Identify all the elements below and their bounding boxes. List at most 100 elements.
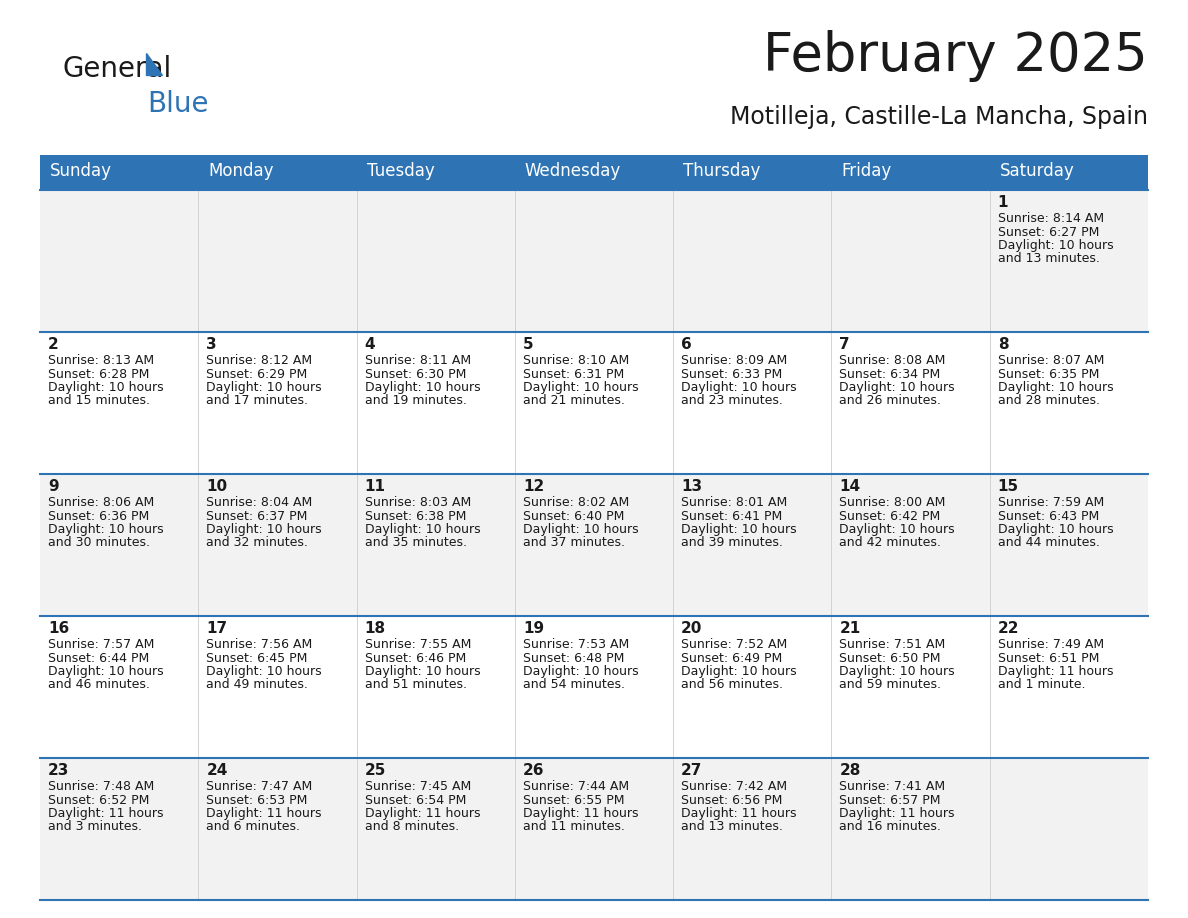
Text: and 49 minutes.: and 49 minutes. <box>207 678 308 691</box>
Text: 15: 15 <box>998 479 1019 494</box>
Text: Sunrise: 8:03 AM: Sunrise: 8:03 AM <box>365 496 470 509</box>
Text: and 42 minutes.: and 42 minutes. <box>840 536 941 550</box>
Text: Sunset: 6:36 PM: Sunset: 6:36 PM <box>48 509 150 522</box>
Text: 21: 21 <box>840 621 860 636</box>
Text: Daylight: 10 hours: Daylight: 10 hours <box>207 381 322 394</box>
Text: 17: 17 <box>207 621 227 636</box>
Text: Sunrise: 7:47 AM: Sunrise: 7:47 AM <box>207 780 312 793</box>
Text: Sunrise: 8:04 AM: Sunrise: 8:04 AM <box>207 496 312 509</box>
Bar <box>40 616 1148 758</box>
Text: and 44 minutes.: and 44 minutes. <box>998 536 1100 550</box>
Text: Sunset: 6:27 PM: Sunset: 6:27 PM <box>998 226 1099 239</box>
Bar <box>356 155 514 190</box>
Text: Sunrise: 7:52 AM: Sunrise: 7:52 AM <box>681 638 788 651</box>
Text: Daylight: 11 hours: Daylight: 11 hours <box>365 807 480 820</box>
Text: Daylight: 10 hours: Daylight: 10 hours <box>681 381 797 394</box>
Text: Thursday: Thursday <box>683 162 760 180</box>
Text: Sunset: 6:45 PM: Sunset: 6:45 PM <box>207 652 308 665</box>
Text: 13: 13 <box>681 479 702 494</box>
Text: February 2025: February 2025 <box>763 30 1148 82</box>
Text: 5: 5 <box>523 337 533 352</box>
Text: 23: 23 <box>48 763 69 778</box>
Text: and 13 minutes.: and 13 minutes. <box>681 821 783 834</box>
Text: Sunday: Sunday <box>50 162 112 180</box>
Text: 3: 3 <box>207 337 217 352</box>
Text: 25: 25 <box>365 763 386 778</box>
Text: 2: 2 <box>48 337 58 352</box>
Text: Sunrise: 8:10 AM: Sunrise: 8:10 AM <box>523 354 630 367</box>
Text: Sunset: 6:44 PM: Sunset: 6:44 PM <box>48 652 150 665</box>
Text: and 6 minutes.: and 6 minutes. <box>207 821 301 834</box>
Text: Sunrise: 7:41 AM: Sunrise: 7:41 AM <box>840 780 946 793</box>
Text: and 17 minutes.: and 17 minutes. <box>207 395 308 408</box>
Text: and 13 minutes.: and 13 minutes. <box>998 252 1100 265</box>
Text: and 28 minutes.: and 28 minutes. <box>998 395 1100 408</box>
Text: Friday: Friday <box>841 162 892 180</box>
Text: Sunrise: 7:45 AM: Sunrise: 7:45 AM <box>365 780 470 793</box>
Text: 8: 8 <box>998 337 1009 352</box>
Text: and 39 minutes.: and 39 minutes. <box>681 536 783 550</box>
Text: Daylight: 11 hours: Daylight: 11 hours <box>523 807 638 820</box>
Text: Daylight: 11 hours: Daylight: 11 hours <box>998 665 1113 678</box>
Text: Sunrise: 7:57 AM: Sunrise: 7:57 AM <box>48 638 154 651</box>
Text: Daylight: 10 hours: Daylight: 10 hours <box>840 665 955 678</box>
Text: Sunset: 6:46 PM: Sunset: 6:46 PM <box>365 652 466 665</box>
Text: and 19 minutes.: and 19 minutes. <box>365 395 467 408</box>
Text: Sunset: 6:55 PM: Sunset: 6:55 PM <box>523 793 625 807</box>
Text: 20: 20 <box>681 621 702 636</box>
Text: Daylight: 10 hours: Daylight: 10 hours <box>48 665 164 678</box>
Text: Sunrise: 7:44 AM: Sunrise: 7:44 AM <box>523 780 628 793</box>
Text: Daylight: 10 hours: Daylight: 10 hours <box>207 665 322 678</box>
Text: Sunrise: 8:13 AM: Sunrise: 8:13 AM <box>48 354 154 367</box>
Text: 12: 12 <box>523 479 544 494</box>
Text: 1: 1 <box>998 195 1009 210</box>
Bar <box>40 155 198 190</box>
Text: 27: 27 <box>681 763 702 778</box>
Text: Sunset: 6:37 PM: Sunset: 6:37 PM <box>207 509 308 522</box>
Text: and 26 minutes.: and 26 minutes. <box>840 395 941 408</box>
Text: Sunrise: 7:49 AM: Sunrise: 7:49 AM <box>998 638 1104 651</box>
Text: Daylight: 10 hours: Daylight: 10 hours <box>840 381 955 394</box>
Bar <box>40 474 1148 616</box>
Text: Sunrise: 7:51 AM: Sunrise: 7:51 AM <box>840 638 946 651</box>
Text: Sunset: 6:28 PM: Sunset: 6:28 PM <box>48 367 150 380</box>
Text: Sunrise: 8:12 AM: Sunrise: 8:12 AM <box>207 354 312 367</box>
Text: Sunset: 6:40 PM: Sunset: 6:40 PM <box>523 509 624 522</box>
Text: Sunset: 6:31 PM: Sunset: 6:31 PM <box>523 367 624 380</box>
Text: Sunrise: 8:00 AM: Sunrise: 8:00 AM <box>840 496 946 509</box>
Text: Daylight: 11 hours: Daylight: 11 hours <box>207 807 322 820</box>
Text: Daylight: 10 hours: Daylight: 10 hours <box>840 523 955 536</box>
Text: and 1 minute.: and 1 minute. <box>998 678 1085 691</box>
Text: Daylight: 10 hours: Daylight: 10 hours <box>681 665 797 678</box>
Text: 22: 22 <box>998 621 1019 636</box>
Bar <box>832 155 990 190</box>
Text: Sunset: 6:43 PM: Sunset: 6:43 PM <box>998 509 1099 522</box>
Text: Daylight: 11 hours: Daylight: 11 hours <box>48 807 164 820</box>
Text: and 3 minutes.: and 3 minutes. <box>48 821 143 834</box>
Text: and 11 minutes.: and 11 minutes. <box>523 821 625 834</box>
Text: Wednesday: Wednesday <box>525 162 621 180</box>
Text: General: General <box>62 55 171 83</box>
Text: and 15 minutes.: and 15 minutes. <box>48 395 150 408</box>
Text: Sunset: 6:49 PM: Sunset: 6:49 PM <box>681 652 783 665</box>
Text: Tuesday: Tuesday <box>367 162 435 180</box>
Text: Daylight: 10 hours: Daylight: 10 hours <box>365 523 480 536</box>
Text: Daylight: 10 hours: Daylight: 10 hours <box>998 381 1113 394</box>
Text: Sunrise: 7:56 AM: Sunrise: 7:56 AM <box>207 638 312 651</box>
Text: Daylight: 10 hours: Daylight: 10 hours <box>998 523 1113 536</box>
Text: Sunrise: 7:48 AM: Sunrise: 7:48 AM <box>48 780 154 793</box>
Text: 24: 24 <box>207 763 228 778</box>
Text: Daylight: 10 hours: Daylight: 10 hours <box>523 381 638 394</box>
Polygon shape <box>146 53 162 75</box>
Text: Daylight: 10 hours: Daylight: 10 hours <box>523 665 638 678</box>
Bar <box>990 155 1148 190</box>
Text: and 37 minutes.: and 37 minutes. <box>523 536 625 550</box>
Text: Sunset: 6:50 PM: Sunset: 6:50 PM <box>840 652 941 665</box>
Text: 9: 9 <box>48 479 58 494</box>
Text: Saturday: Saturday <box>1000 162 1074 180</box>
Text: Sunset: 6:35 PM: Sunset: 6:35 PM <box>998 367 1099 380</box>
Text: Sunset: 6:29 PM: Sunset: 6:29 PM <box>207 367 308 380</box>
Text: Motilleja, Castille-La Mancha, Spain: Motilleja, Castille-La Mancha, Spain <box>729 105 1148 129</box>
Text: and 21 minutes.: and 21 minutes. <box>523 395 625 408</box>
Text: and 30 minutes.: and 30 minutes. <box>48 536 150 550</box>
